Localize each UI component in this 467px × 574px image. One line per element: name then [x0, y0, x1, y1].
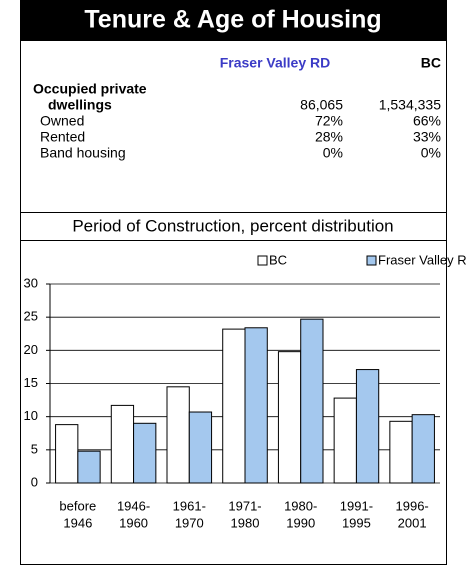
- cell: 1,534,335: [379, 97, 441, 113]
- bar: [333, 397, 357, 484]
- x-tick-label: 1991-: [340, 498, 373, 513]
- x-tick-label: 1960: [119, 515, 148, 530]
- y-tick-label: 10: [24, 408, 38, 423]
- x-tick-label: 2001: [398, 515, 427, 530]
- legend-swatch: [366, 255, 377, 266]
- chart-title: Period of Construction, percent distribu…: [72, 216, 393, 235]
- bar: [166, 386, 190, 484]
- x-tick-label: 1995: [342, 515, 371, 530]
- legend-swatch: [257, 255, 268, 266]
- bar: [133, 422, 157, 484]
- bar: [188, 411, 213, 484]
- row-label: dwellings: [48, 97, 112, 113]
- row-label: Owned: [40, 113, 84, 129]
- bar: [110, 404, 135, 484]
- legend-label: Fraser Valley RD: [378, 252, 467, 267]
- y-tick-label: 30: [24, 275, 38, 290]
- bar: [77, 450, 101, 484]
- cell: 66%: [413, 113, 441, 129]
- bar: [244, 327, 268, 484]
- frame: [20, 40, 447, 565]
- x-tick-label: 1961-: [173, 498, 206, 513]
- x-tick-label: 1980: [231, 515, 260, 530]
- legend-label: BC: [269, 252, 287, 267]
- bar: [300, 318, 324, 484]
- x-tick-label: before: [59, 498, 96, 513]
- x-tick-label: 1946-: [117, 498, 150, 513]
- cell: 33%: [413, 129, 441, 145]
- row-label: Occupied private: [33, 81, 147, 97]
- cell: 86,065: [300, 97, 343, 113]
- y-tick-label: 20: [24, 342, 38, 357]
- x-tick-label: 1946: [63, 515, 92, 530]
- x-tick-label: 1996-: [396, 498, 429, 513]
- x-tick-label: 1990: [286, 515, 315, 530]
- y-tick-label: 0: [31, 474, 38, 489]
- column-header: BC: [421, 55, 441, 71]
- x-tick-label: 1971-: [228, 498, 261, 513]
- cell: 0%: [323, 145, 343, 161]
- cell: 0%: [421, 145, 441, 161]
- bar: [222, 328, 246, 484]
- cell: 72%: [315, 113, 343, 129]
- row-label: Rented: [40, 129, 85, 145]
- bar: [411, 414, 435, 484]
- bar: [389, 420, 413, 484]
- y-tick-label: 25: [24, 309, 38, 324]
- row-label: Band housing: [40, 145, 126, 161]
- x-tick-label: 1980-: [284, 498, 317, 513]
- cell: 28%: [315, 129, 343, 145]
- bar: [355, 369, 380, 484]
- bar: [55, 424, 79, 484]
- x-tick-label: 1970: [175, 515, 204, 530]
- header-title: Tenure & Age of Housing: [84, 6, 381, 34]
- y-tick-label: 15: [24, 375, 38, 390]
- y-tick-label: 5: [31, 441, 38, 456]
- bar: [277, 351, 302, 484]
- column-header: Fraser Valley RD: [220, 55, 331, 71]
- header-bar: [20, 0, 447, 40]
